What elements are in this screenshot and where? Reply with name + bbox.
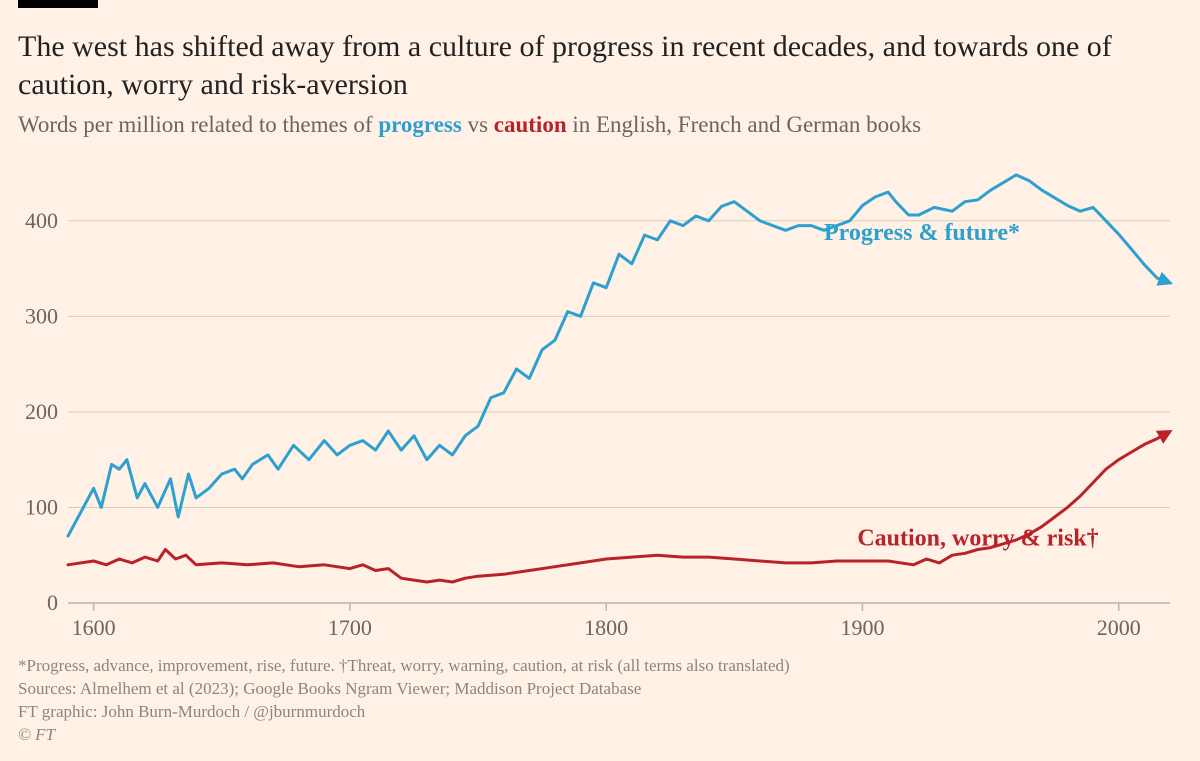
subtitle-caution-word: caution bbox=[494, 112, 567, 137]
y-tick-label: 0 bbox=[47, 590, 58, 615]
x-tick-label: 1700 bbox=[328, 615, 372, 640]
subtitle-progress-word: progress bbox=[378, 112, 462, 137]
ft-accent-bar bbox=[18, 0, 98, 8]
series-label: Progress & future* bbox=[824, 220, 1020, 246]
subtitle-text: in English, French and German books bbox=[567, 112, 922, 137]
y-tick-label: 100 bbox=[25, 494, 58, 519]
chart-plot-area: 0 100 200 300 400 1600 1700 1800 1900 2000 Progres… bbox=[18, 155, 1182, 655]
footnote-definitions: *Progress, advance, improvement, rise, f… bbox=[18, 655, 1182, 678]
subtitle-text: Words per million related to themes of bbox=[18, 112, 378, 137]
x-tick-label: 1600 bbox=[72, 615, 116, 640]
footnote-sources: Sources: Almelhem et al (2023); Google B… bbox=[18, 678, 1182, 701]
chart-title: The west has shifted away from a culture… bbox=[18, 28, 1182, 103]
series-label: Caution, worry & risk† bbox=[857, 526, 1098, 552]
x-tick-label: 1800 bbox=[584, 615, 628, 640]
subtitle-text: vs bbox=[462, 112, 494, 137]
chart-svg: 0 100 200 300 400 1600 1700 1800 1900 2000 Progres… bbox=[18, 155, 1182, 655]
chart-footnotes: *Progress, advance, improvement, rise, f… bbox=[18, 655, 1182, 747]
chart-subtitle: Words per million related to themes of p… bbox=[18, 112, 1182, 138]
x-tick-label: 1900 bbox=[840, 615, 884, 640]
y-tick-label: 300 bbox=[25, 303, 58, 328]
y-tick-label: 400 bbox=[25, 208, 58, 233]
x-tick-label: 2000 bbox=[1097, 615, 1141, 640]
ft-chart: The west has shifted away from a culture… bbox=[0, 0, 1200, 761]
y-tick-label: 200 bbox=[25, 399, 58, 424]
footnote-copyright: © FT bbox=[18, 724, 1182, 747]
footnote-credit: FT graphic: John Burn-Murdoch / @jburnmu… bbox=[18, 701, 1182, 724]
